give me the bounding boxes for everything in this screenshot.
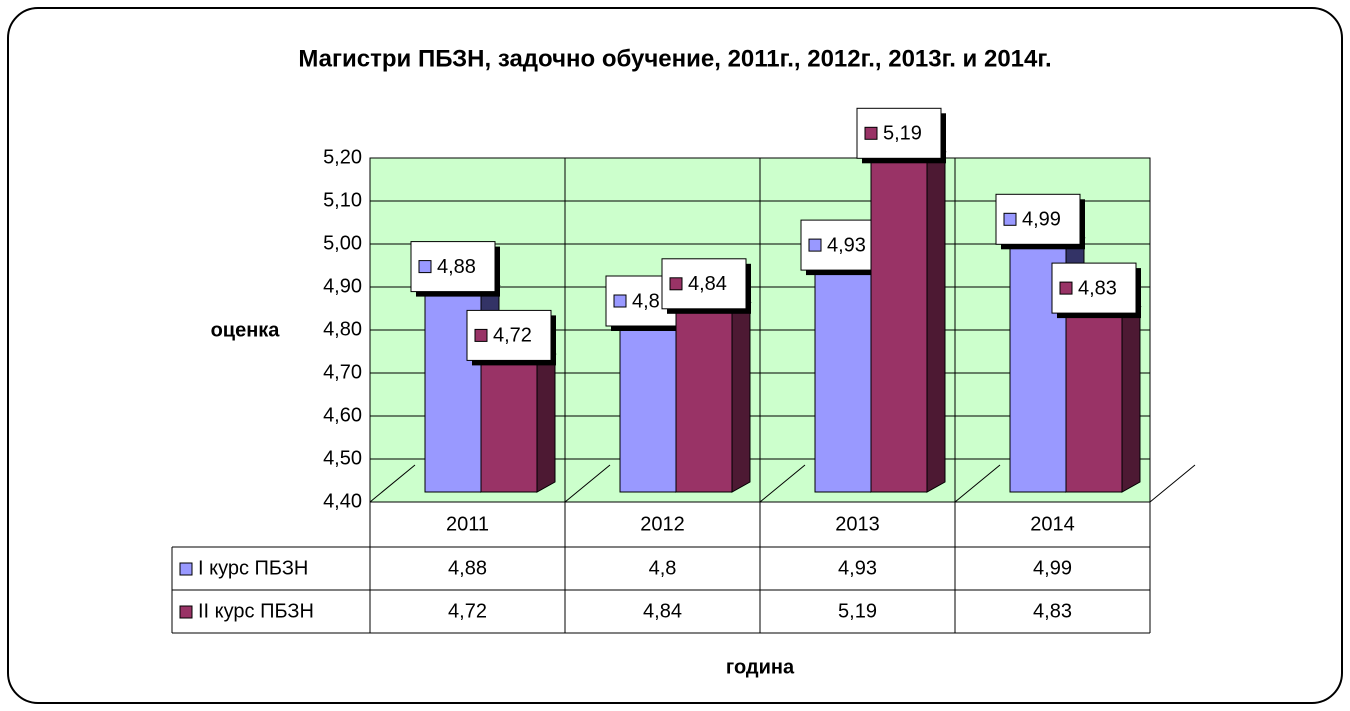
x-tick-label: 2014 <box>1030 513 1075 535</box>
bar <box>870 161 928 493</box>
bar <box>675 312 733 493</box>
floor-edge <box>1149 464 1196 503</box>
data-label: 4,93 <box>827 234 866 256</box>
table-cell: 4,8 <box>649 557 677 579</box>
label-swatch <box>669 277 683 291</box>
label-swatch <box>1059 281 1073 295</box>
data-label: 4,88 <box>437 256 476 278</box>
table-cell: 4,72 <box>448 600 487 622</box>
bar-side <box>536 353 556 493</box>
data-label: 4,99 <box>1022 209 1061 231</box>
y-tick-label: 4,70 <box>323 361 362 383</box>
label-swatch <box>1003 212 1017 226</box>
data-label: 5,19 <box>883 123 922 145</box>
bar <box>480 363 538 493</box>
x-tick-label: 2012 <box>640 513 685 535</box>
floor-edge <box>759 464 806 503</box>
y-tick-label: 4,60 <box>323 404 362 426</box>
legend-swatch <box>179 605 193 619</box>
data-label: 4,83 <box>1078 277 1117 299</box>
bar <box>1065 316 1123 493</box>
data-label: 4,72 <box>493 325 532 347</box>
bar-side <box>1121 306 1141 493</box>
floor-edge <box>369 464 416 503</box>
legend-swatch <box>179 562 193 576</box>
y-tick-label: 5,20 <box>323 146 362 168</box>
table-cell: 4,84 <box>643 600 682 622</box>
x-tick-label: 2013 <box>835 513 880 535</box>
y-tick-label: 4,90 <box>323 275 362 297</box>
floor-edge <box>564 464 611 503</box>
label-swatch <box>418 260 432 274</box>
table-cell: 4,83 <box>1033 600 1072 622</box>
bar-side <box>926 151 946 493</box>
y-tick-label: 5,10 <box>323 189 362 211</box>
y-axis-label: оценка <box>211 319 281 341</box>
chart-title: Магистри ПБЗН, задочно обучение, 2011г.,… <box>298 45 1051 72</box>
data-label: 4,84 <box>688 273 727 295</box>
y-tick-label: 4,80 <box>323 318 362 340</box>
data-label: 4,8 <box>632 290 660 312</box>
table-cell: 4,93 <box>838 557 877 579</box>
table-cell: 5,19 <box>838 600 877 622</box>
label-swatch <box>474 328 488 342</box>
x-axis-label: година <box>726 656 795 678</box>
bar <box>814 273 872 493</box>
y-tick-label: 5,00 <box>323 232 362 254</box>
y-tick-label: 4,50 <box>323 447 362 469</box>
table-cell: 4,99 <box>1033 557 1072 579</box>
bar <box>619 329 677 493</box>
floor-edge <box>954 464 1001 503</box>
legend-label: I курс ПБЗН <box>198 557 308 579</box>
x-tick-label: 2011 <box>446 513 489 535</box>
label-swatch <box>864 126 878 140</box>
legend-label: II курс ПБЗН <box>198 600 314 622</box>
label-swatch <box>613 294 627 308</box>
bar-side <box>731 301 751 493</box>
y-tick-label: 4,40 <box>323 490 362 512</box>
table-cell: 4,88 <box>448 557 487 579</box>
label-swatch <box>808 238 822 252</box>
